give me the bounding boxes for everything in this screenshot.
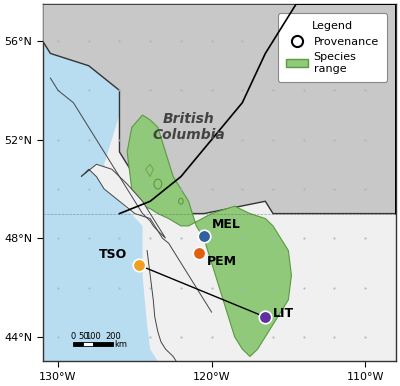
Polygon shape (43, 4, 158, 361)
Text: PEM: PEM (207, 255, 237, 268)
Text: 50: 50 (78, 332, 88, 341)
Text: TSO: TSO (99, 248, 127, 261)
Polygon shape (43, 4, 396, 213)
Bar (83, 342, 93, 346)
Polygon shape (43, 4, 400, 361)
Polygon shape (127, 115, 292, 357)
Bar (74, 342, 83, 346)
Polygon shape (146, 164, 153, 177)
Text: 100: 100 (85, 332, 101, 341)
Text: LIT: LIT (273, 307, 294, 320)
Text: km: km (114, 340, 127, 349)
Text: British
Columbia: British Columbia (152, 112, 225, 142)
Bar (93, 342, 113, 346)
Text: 200: 200 (105, 332, 121, 341)
Text: 0: 0 (71, 332, 76, 341)
Legend: Provenance, Species
range: Provenance, Species range (278, 13, 387, 81)
Polygon shape (81, 164, 166, 238)
Text: MEL: MEL (212, 218, 240, 231)
